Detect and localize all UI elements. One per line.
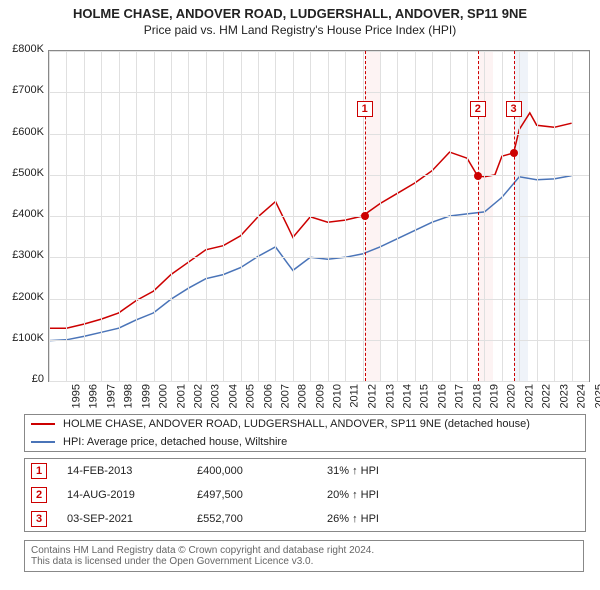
legend-label: HOLME CHASE, ANDOVER ROAD, LUDGERSHALL, … (63, 418, 530, 430)
legend-row-hpi: HPI: Average price, detached house, Wilt… (25, 433, 585, 451)
x-tick-label: 2019 (489, 384, 501, 408)
x-tick-label: 2012 (367, 384, 379, 408)
x-tick-label: 2011 (348, 384, 360, 408)
x-tick-label: 2018 (471, 384, 483, 408)
footer-line: Contains HM Land Registry data © Crown c… (31, 545, 577, 556)
x-tick-label: 2017 (454, 384, 466, 408)
chart-container: HOLME CHASE, ANDOVER ROAD, LUDGERSHALL, … (0, 0, 600, 590)
x-tick-label: 1999 (140, 384, 152, 408)
footer-line: This data is licensed under the Open Gov… (31, 556, 577, 567)
sale-number-box: 2 (31, 487, 47, 503)
sale-delta: 26% ↑ HPI (327, 513, 379, 525)
chart-title: HOLME CHASE, ANDOVER ROAD, LUDGERSHALL, … (0, 0, 600, 21)
legend-swatch (31, 423, 55, 425)
x-tick-label: 2023 (558, 384, 570, 408)
x-tick-label: 2024 (576, 384, 588, 408)
x-tick-label: 2007 (280, 384, 292, 408)
legend-swatch (31, 441, 55, 443)
y-tick-label: £200K (0, 291, 44, 303)
sale-delta: 31% ↑ HPI (327, 465, 379, 477)
y-tick-label: £300K (0, 249, 44, 261)
x-tick-label: 2004 (227, 384, 239, 408)
sale-price: £400,000 (197, 465, 327, 477)
x-tick-label: 2001 (175, 384, 187, 408)
sale-price: £552,700 (197, 513, 327, 525)
y-tick-label: £800K (0, 43, 44, 55)
x-tick-label: 2025 (593, 384, 600, 408)
x-tick-label: 1997 (105, 384, 117, 408)
y-tick-label: £400K (0, 208, 44, 220)
x-tick-label: 2020 (506, 384, 518, 408)
y-tick-label: £600K (0, 126, 44, 138)
x-tick-label: 2008 (297, 384, 309, 408)
x-tick-label: 2015 (419, 384, 431, 408)
x-tick-label: 1996 (88, 384, 100, 408)
y-tick-label: £0 (0, 373, 44, 385)
sale-marker-dot (510, 149, 518, 157)
sale-marker-dot (361, 212, 369, 220)
chart-subtitle: Price paid vs. HM Land Registry's House … (0, 21, 600, 41)
x-tick-label: 2003 (210, 384, 222, 408)
x-tick-label: 2009 (314, 384, 326, 408)
x-tick-label: 2010 (332, 384, 344, 408)
sale-date: 14-FEB-2013 (67, 465, 197, 477)
legend-label: HPI: Average price, detached house, Wilt… (63, 436, 287, 448)
x-tick-label: 2002 (192, 384, 204, 408)
y-tick-label: £500K (0, 167, 44, 179)
legend-row-subject: HOLME CHASE, ANDOVER ROAD, LUDGERSHALL, … (25, 415, 585, 433)
sale-marker-box: 2 (470, 101, 486, 117)
sale-delta: 20% ↑ HPI (327, 489, 379, 501)
x-tick-label: 2005 (245, 384, 257, 408)
x-tick-label: 1995 (70, 384, 82, 408)
x-tick-label: 2022 (541, 384, 553, 408)
x-tick-label: 2013 (384, 384, 396, 408)
sale-legend-row: 2 14-AUG-2019£497,50020% ↑ HPI (25, 483, 585, 507)
sale-marker-dot (474, 172, 482, 180)
y-tick-label: £100K (0, 332, 44, 344)
x-tick-label: 2014 (401, 384, 413, 408)
x-tick-label: 2021 (523, 384, 535, 408)
sale-legend-row: 1 14-FEB-2013£400,00031% ↑ HPI (25, 459, 585, 483)
sale-date: 03-SEP-2021 (67, 513, 197, 525)
sale-legend-row: 3 03-SEP-2021£552,70026% ↑ HPI (25, 507, 585, 531)
sale-date: 14-AUG-2019 (67, 489, 197, 501)
attribution-footer: Contains HM Land Registry data © Crown c… (24, 540, 584, 572)
plot-area: 1 2 3 (48, 50, 590, 382)
x-tick-label: 2000 (158, 384, 170, 408)
sale-number-box: 3 (31, 511, 47, 527)
series-legend: HOLME CHASE, ANDOVER ROAD, LUDGERSHALL, … (24, 414, 586, 452)
sale-marker-box: 1 (357, 101, 373, 117)
x-tick-label: 2016 (436, 384, 448, 408)
sale-number-box: 1 (31, 463, 47, 479)
sale-price: £497,500 (197, 489, 327, 501)
x-tick-label: 1998 (123, 384, 135, 408)
x-tick-label: 2006 (262, 384, 274, 408)
sale-marker-box: 3 (506, 101, 522, 117)
sales-legend: 1 14-FEB-2013£400,00031% ↑ HPI 2 14-AUG-201… (24, 458, 586, 532)
y-tick-label: £700K (0, 84, 44, 96)
